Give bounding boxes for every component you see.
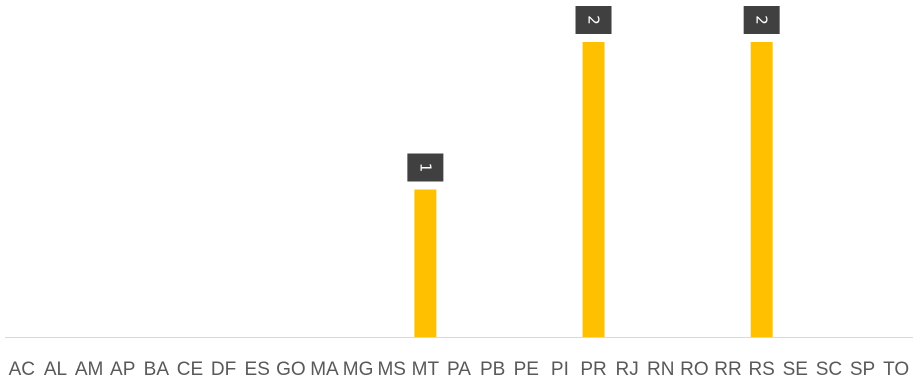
x-tick-label-ro: RO xyxy=(680,359,709,380)
data-label-pr: 2 xyxy=(585,15,603,25)
x-tick-label-al: AL xyxy=(44,359,67,380)
x-tick-label-pi: PI xyxy=(551,359,569,380)
x-tick-label-sc: SC xyxy=(816,359,842,380)
x-tick-label-pa: PA xyxy=(447,359,471,380)
x-tick-label-se: SE xyxy=(783,359,808,380)
x-tick-label-rn: RN xyxy=(647,359,674,380)
data-labels-group: 1 2 2 xyxy=(407,6,780,182)
x-tick-label-ma: MA xyxy=(310,359,339,380)
x-tick-label-mt: MT xyxy=(412,359,440,380)
x-tick-label-go: GO xyxy=(276,359,306,380)
data-label-box-mt xyxy=(407,153,444,182)
x-tick-label-sp: SP xyxy=(850,359,875,380)
x-tick-label-rj: RJ xyxy=(616,359,639,380)
x-tick-label-es: ES xyxy=(245,359,270,380)
bars-group xyxy=(414,42,773,337)
x-tick-label-ba: BA xyxy=(144,359,170,380)
x-tick-label-pr: PR xyxy=(580,359,606,380)
x-tick-label-mg: MG xyxy=(343,359,374,380)
x-tick-label-pe: PE xyxy=(514,359,539,380)
data-label-rs: 2 xyxy=(753,15,771,25)
x-tick-label-df: DF xyxy=(211,359,236,380)
x-tick-label-pb: PB xyxy=(480,359,505,380)
data-label-mt: 1 xyxy=(416,163,434,173)
x-tick-label-rs: RS xyxy=(748,359,774,380)
x-tick-label-ms: MS xyxy=(377,359,406,380)
x-tick-label-ap: AP xyxy=(110,359,135,380)
bar-pr xyxy=(582,42,605,337)
x-tick-label-ce: CE xyxy=(177,359,203,380)
x-tick-label-to: TO xyxy=(883,359,909,380)
bar-rs xyxy=(750,42,773,337)
x-tick-label-am: AM xyxy=(75,359,104,380)
x-tick-label-rr: RR xyxy=(714,359,741,380)
x-tick-label-ac: AC xyxy=(9,359,35,380)
bar-mt xyxy=(414,189,437,337)
data-label-box-pr xyxy=(575,6,612,34)
x-tick-labels-group: AC AL AM AP BA CE DF ES GO MA MG MS MT PA PB PE PI PR RJ RN… xyxy=(9,359,910,380)
data-label-box-rs xyxy=(743,6,780,34)
